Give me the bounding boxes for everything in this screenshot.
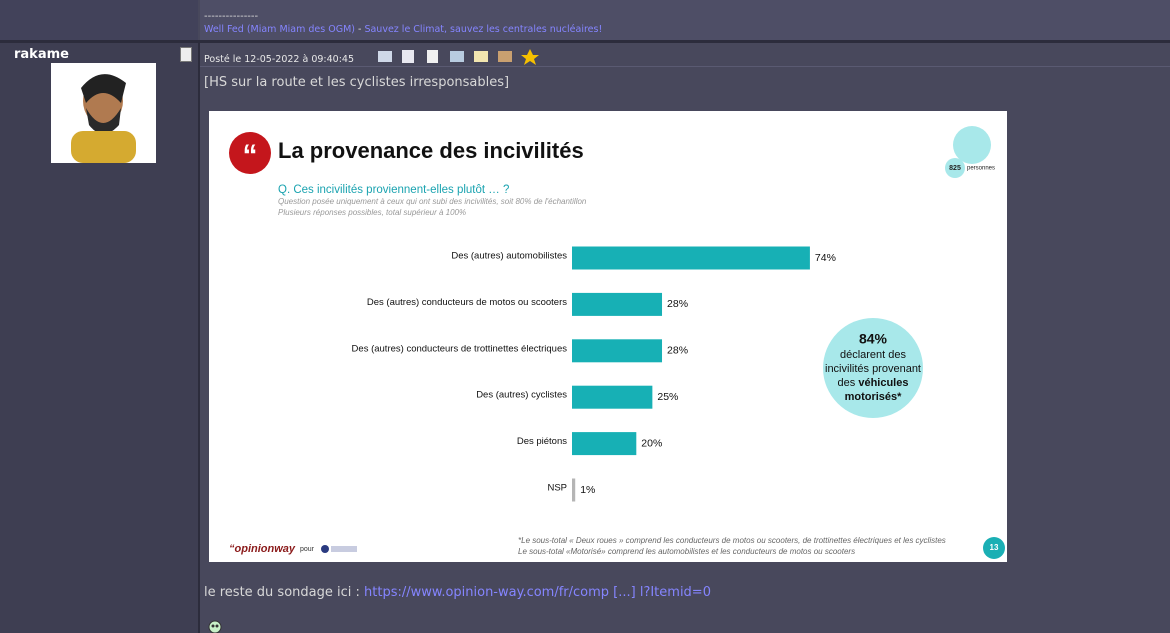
post-footer: le reste du sondage ici : https://www.op… — [204, 585, 711, 600]
icon[interactable] — [402, 50, 414, 63]
avatar — [51, 63, 156, 163]
smiley — [208, 620, 222, 633]
footnote: Le sous-total «Motorisé» comprend les au… — [518, 547, 855, 556]
category-label: Des piétons — [517, 436, 567, 447]
sample-label: personnes — [967, 166, 995, 172]
sig-link[interactable]: Sauvez le Climat, sauvez les centrales n… — [364, 24, 603, 35]
value-label: 25% — [657, 391, 678, 403]
post-date: Posté le 12-05-2022 à 09:40:45 — [204, 54, 354, 65]
note: Plusieurs réponses possibles, total supé… — [278, 208, 466, 217]
callout-value: 84% — [859, 331, 888, 347]
chart-title: La provenance des incivilités — [278, 138, 584, 163]
partner-logo — [331, 546, 357, 552]
icon[interactable] — [498, 51, 512, 62]
col-divider — [198, 43, 200, 633]
category-label: Des (autres) cyclistes — [476, 390, 567, 401]
icon[interactable] — [450, 51, 464, 62]
bar — [572, 432, 637, 456]
footnote: *Le sous-total « Deux roues » comprend l… — [518, 536, 946, 545]
bar — [572, 385, 653, 409]
category-label: NSP — [547, 483, 567, 494]
post-body: Posté le 12-05-2022 à 09:40:45 [HS sur l… — [200, 43, 1170, 633]
value-label: 20% — [641, 437, 662, 449]
sample-icon — [953, 126, 991, 164]
author-col: rakame — [0, 43, 198, 633]
icon[interactable] — [378, 51, 392, 62]
profile-icon[interactable] — [180, 47, 192, 62]
category-label: Des (autres) automobilistes — [451, 251, 567, 262]
quote-badge — [229, 132, 271, 174]
page-number: 13 — [990, 543, 999, 552]
callout-line: des véhicules — [838, 377, 909, 389]
sig-separator: --------------- — [204, 11, 259, 22]
callout-bold: motorisés* — [845, 391, 903, 403]
callout-bold: véhicules — [858, 377, 908, 389]
footer-text: le reste du sondage ici : — [204, 585, 365, 600]
page-badge — [983, 537, 1005, 559]
callout-line: déclarent des — [840, 349, 907, 361]
sig-links: Well Fed (Miam Miam des OGM) - Sauvez le… — [204, 24, 602, 35]
divider — [0, 40, 1170, 43]
category-label: Des (autres) conducteurs de trottinettes… — [352, 343, 568, 354]
bar — [572, 339, 663, 363]
author[interactable]: rakame — [14, 47, 69, 62]
bar — [572, 246, 810, 270]
action-icons — [378, 49, 539, 65]
value-label: 1% — [580, 484, 595, 496]
value-label: 28% — [667, 298, 688, 310]
sample-dot — [945, 158, 965, 178]
icon[interactable] — [427, 50, 438, 63]
callout-circle — [823, 318, 923, 418]
sig-dash: - — [354, 24, 365, 35]
post-subject: [HS sur la route et les cyclistes irresp… — [204, 75, 510, 90]
partner-logo — [321, 545, 329, 553]
bar — [572, 292, 663, 316]
bar — [572, 478, 576, 502]
icon[interactable] — [474, 51, 488, 62]
icon[interactable] — [521, 49, 539, 65]
callout-line: incivilités provenant — [825, 363, 921, 375]
sig-left — [0, 0, 198, 40]
callout-plain: des — [838, 377, 859, 389]
sig-link[interactable]: Well Fed (Miam Miam des OGM) — [204, 24, 355, 35]
note: Question posée uniquement à ceux qui ont… — [278, 197, 587, 206]
quote-mark: “ — [243, 139, 258, 172]
chart-image: “ La provenance des incivilités Q. Ces i… — [209, 111, 1007, 562]
avatar-art — [71, 74, 136, 163]
logo: “opinionway — [229, 543, 296, 555]
header-rule — [200, 66, 1170, 67]
value-label: 28% — [667, 345, 688, 357]
logo-pour: pour — [300, 546, 315, 553]
category-label: Des (autres) conducteurs de motos ou sco… — [367, 297, 567, 308]
value-label: 74% — [815, 252, 836, 264]
post-actions — [378, 49, 543, 65]
footer-link[interactable]: https://www.opinion-way.com/fr/comp [...… — [364, 585, 711, 600]
chart-subtitle: Q. Ces incivilités proviennent-elles plu… — [278, 184, 509, 196]
sig-area: --------------- Well Fed (Miam Miam des … — [200, 0, 1170, 40]
bars: Des (autres) automobilistes 74% Des (autre… — [352, 246, 836, 502]
sample-count: 825 — [949, 165, 961, 172]
